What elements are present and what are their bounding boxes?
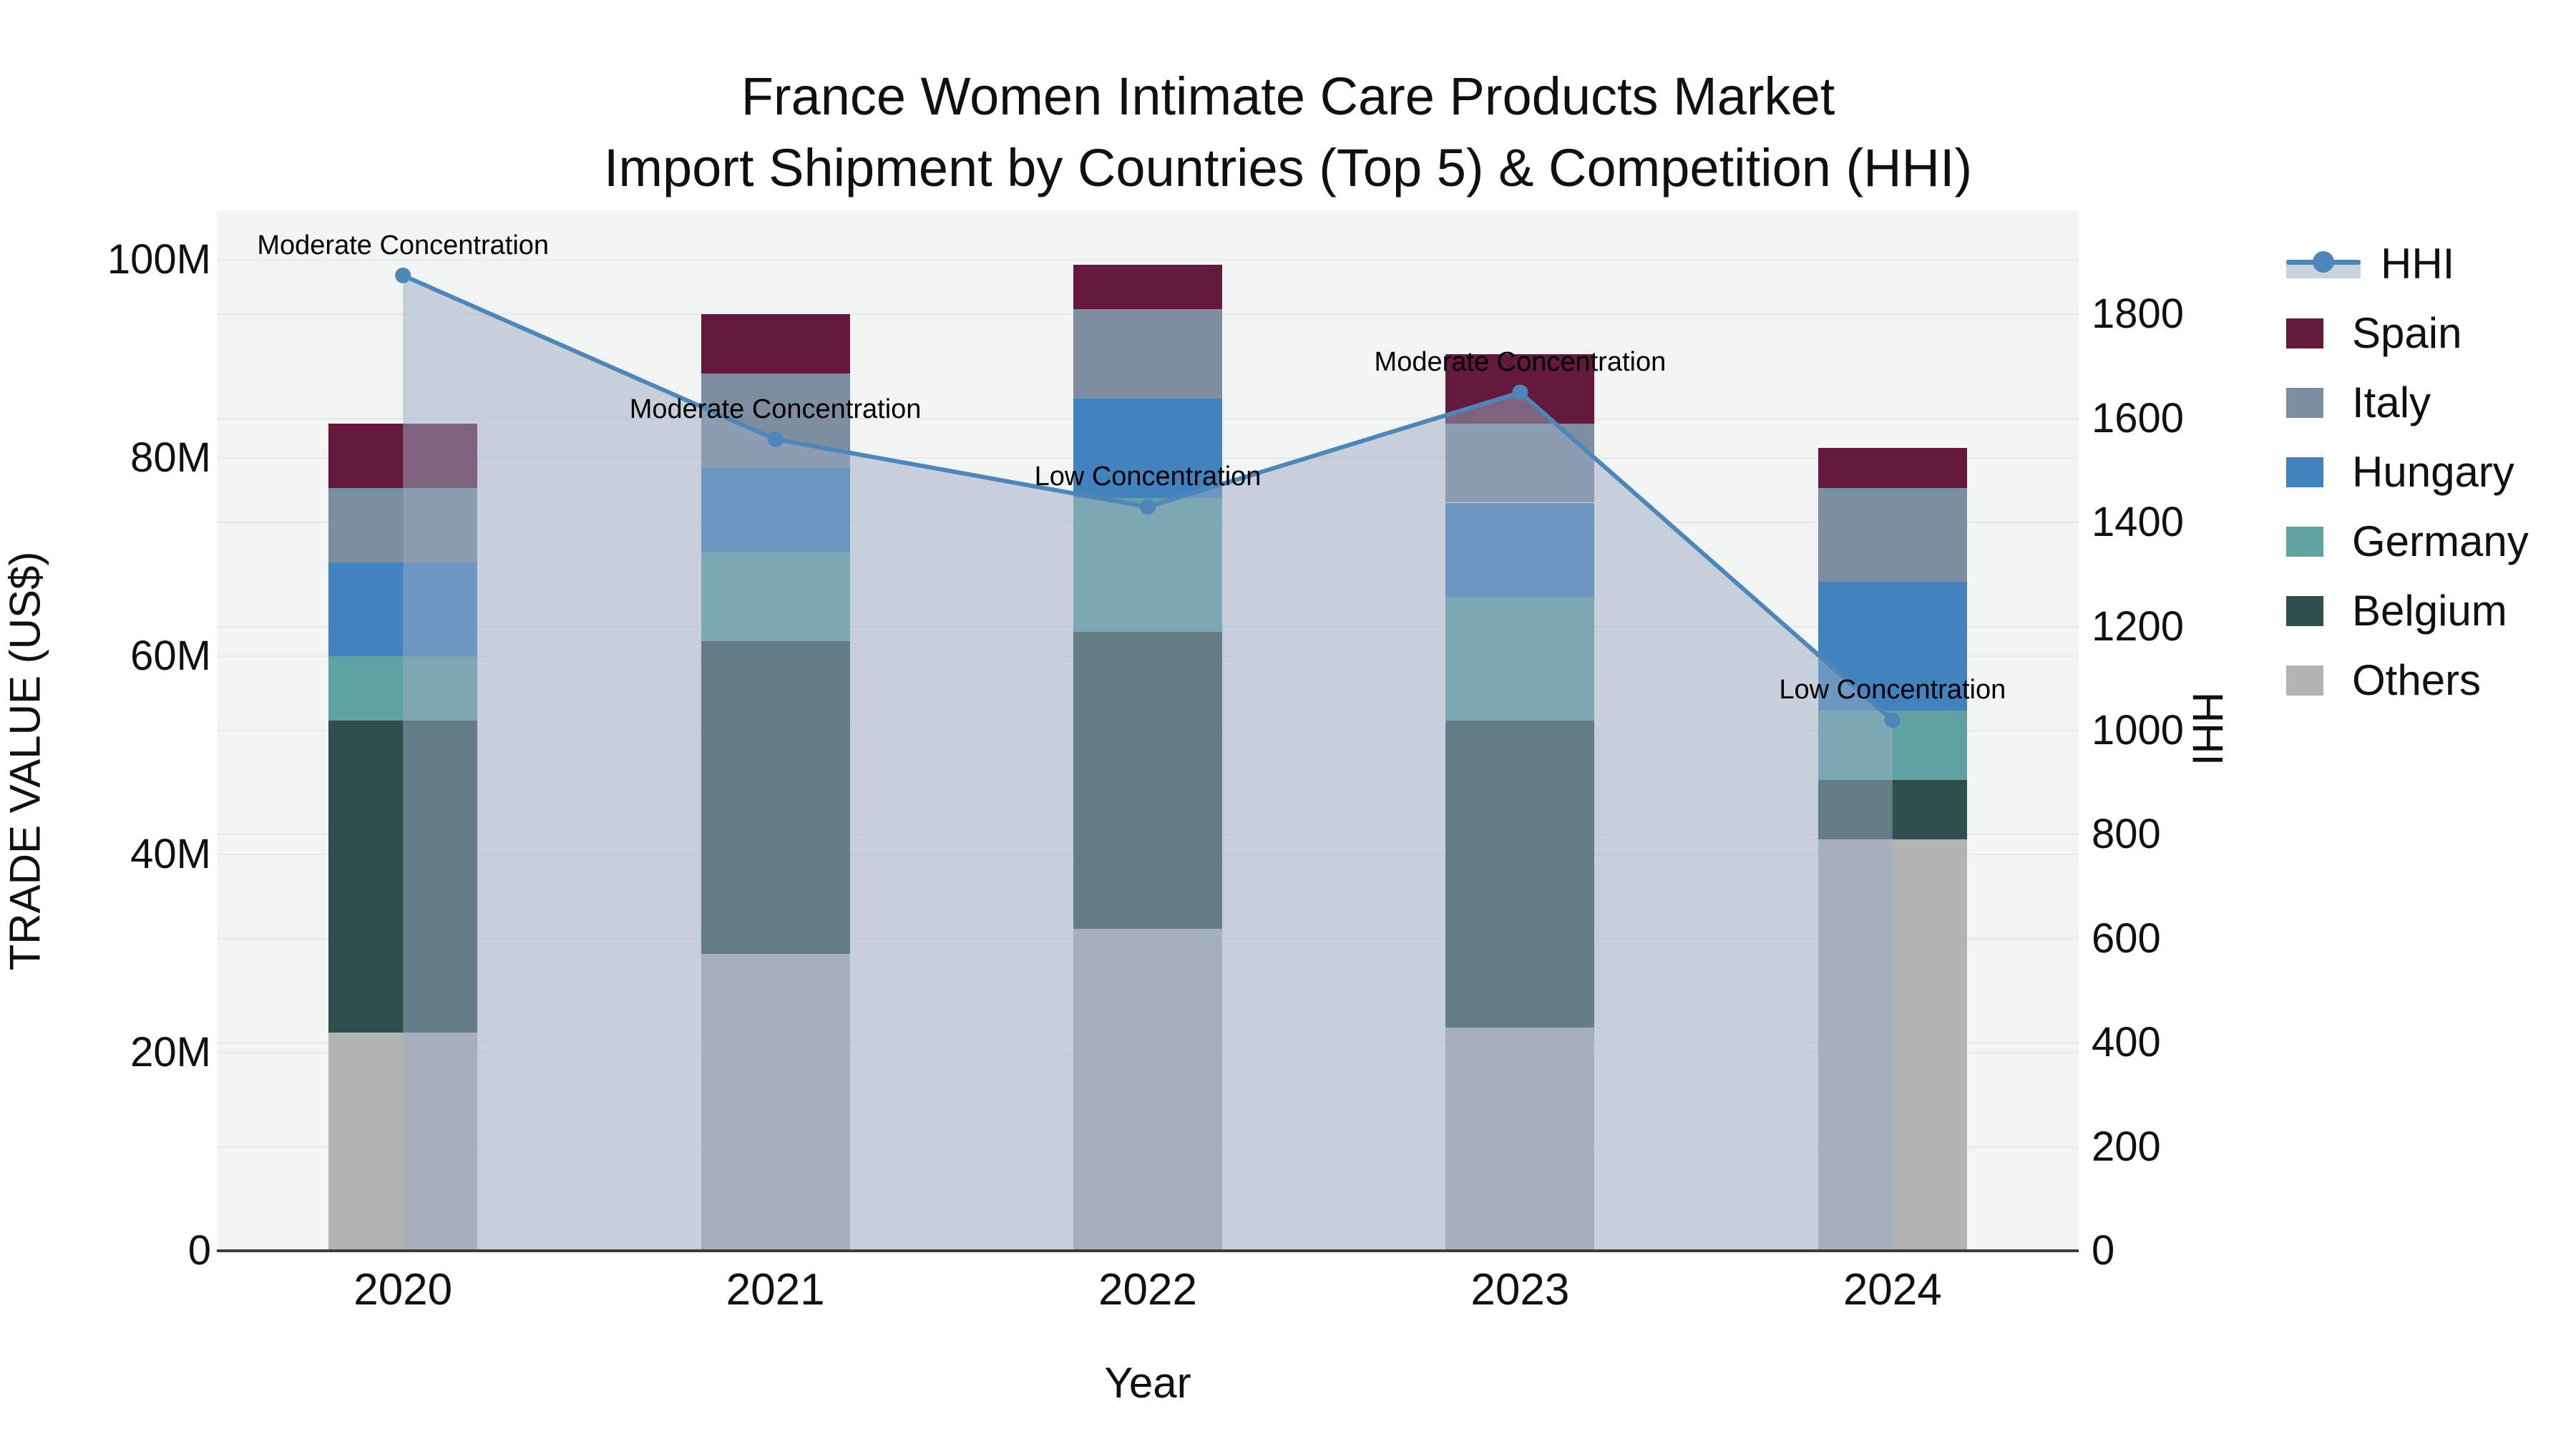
- bar-segment-italy-2024[interactable]: [1818, 487, 1967, 582]
- annotation-2023: Moderate Concentration: [1374, 347, 1667, 378]
- right-tick-label: 1800: [2092, 291, 2185, 338]
- right-axis-title: HHI: [2183, 691, 2232, 766]
- right-tick-label: 400: [2092, 1019, 2161, 1066]
- x-tick-label-2023: 2023: [1470, 1265, 1570, 1314]
- hhi-marker-2024[interactable]: [1884, 712, 1901, 728]
- legend-color-swatch-icon: [2286, 457, 2323, 487]
- legend-color-swatch-icon: [2286, 387, 2323, 418]
- legend-item-italy[interactable]: Italy: [2286, 368, 2431, 437]
- annotation-2020: Moderate Concentration: [257, 230, 550, 260]
- right-tick-label: 1000: [2092, 707, 2185, 753]
- hhi-marker-2022[interactable]: [1140, 499, 1156, 515]
- x-axis-title: Year: [1104, 1359, 1191, 1407]
- legend-color-swatch-icon: [2286, 526, 2323, 557]
- left-axis-title: TRADE VALUE (US$): [1, 551, 49, 971]
- bar-segment-spain-2022[interactable]: [1073, 265, 1222, 310]
- left-tick-label: 20M: [130, 1029, 211, 1076]
- legend-label: Germany: [2352, 517, 2529, 565]
- legend-label: Belgium: [2352, 587, 2507, 635]
- annotation-2021: Moderate Concentration: [629, 394, 922, 424]
- hhi-marker-dot: [2313, 250, 2334, 273]
- left-tick-label: 100M: [107, 236, 211, 283]
- left-tick-label: 60M: [130, 633, 211, 680]
- annotation-2022: Low Concentration: [1034, 462, 1262, 492]
- legend-color-swatch-icon: [2286, 665, 2323, 696]
- chart-title: France Women Intimate Care Products Mark…: [0, 61, 2576, 204]
- x-tick-label-2022: 2022: [1098, 1265, 1197, 1314]
- bar-segment-hungary-2022[interactable]: [1073, 399, 1222, 498]
- legend-label: Spain: [2352, 309, 2462, 357]
- hhi-line-layer: [395, 267, 1901, 1251]
- gridline-left: [217, 259, 2079, 261]
- chart-title-line1: France Women Intimate Care Products Mark…: [741, 67, 1835, 126]
- x-axis-line: [217, 1249, 2079, 1252]
- right-tick-label: 800: [2092, 811, 2161, 858]
- legend-item-germany[interactable]: Germany: [2286, 507, 2529, 576]
- right-tick-label: 0: [2092, 1227, 2115, 1274]
- hhi-area-fill: [403, 275, 1893, 1251]
- bar-segment-spain-2021[interactable]: [701, 314, 850, 374]
- hhi-marker-2021[interactable]: [767, 431, 784, 447]
- legend-label: Italy: [2352, 379, 2431, 426]
- legend-label: HHI: [2381, 240, 2455, 288]
- plot-area: Moderate Concentration Moderate Concentra…: [217, 210, 2079, 1252]
- right-tick-label: 200: [2092, 1123, 2161, 1170]
- right-tick-label: 1400: [2092, 499, 2185, 546]
- legend-item-others[interactable]: Others: [2286, 645, 2481, 715]
- legend-item-hungary[interactable]: Hungary: [2286, 437, 2514, 507]
- x-tick-label-2024: 2024: [1843, 1265, 1942, 1314]
- legend-color-swatch-icon: [2286, 318, 2323, 348]
- legend: HHI Spain Italy Hungary Germany Belgium Others: [2286, 229, 2572, 715]
- legend-item-hhi[interactable]: HHI: [2286, 229, 2454, 298]
- right-tick-label: 1200: [2092, 602, 2185, 650]
- left-tick-label: 0: [187, 1227, 211, 1274]
- x-tick-label-2021: 2021: [726, 1265, 825, 1314]
- hhi-marker-2023[interactable]: [1512, 384, 1528, 401]
- left-tick-label: 80M: [130, 434, 211, 482]
- hhi-marker-2020[interactable]: [395, 267, 411, 283]
- legend-color-swatch-icon: [2286, 595, 2323, 626]
- x-tick-label-2020: 2020: [353, 1265, 453, 1314]
- annotation-2024: Low Concentration: [1779, 675, 2006, 706]
- left-tick-label: 40M: [130, 831, 211, 878]
- right-tick-label: 1600: [2092, 394, 2185, 441]
- legend-label: Hungary: [2352, 448, 2514, 496]
- hhi-line-swatch-icon: [2286, 245, 2361, 283]
- legend-item-belgium[interactable]: Belgium: [2286, 576, 2507, 645]
- right-tick-label: 600: [2092, 914, 2161, 962]
- bar-segment-italy-2022[interactable]: [1073, 309, 1222, 399]
- bar-segment-spain-2024[interactable]: [1818, 448, 1967, 488]
- legend-item-spain[interactable]: Spain: [2286, 298, 2462, 368]
- chart-title-line2: Import Shipment by Countries (Top 5) & C…: [603, 138, 1973, 197]
- legend-label: Others: [2352, 656, 2482, 704]
